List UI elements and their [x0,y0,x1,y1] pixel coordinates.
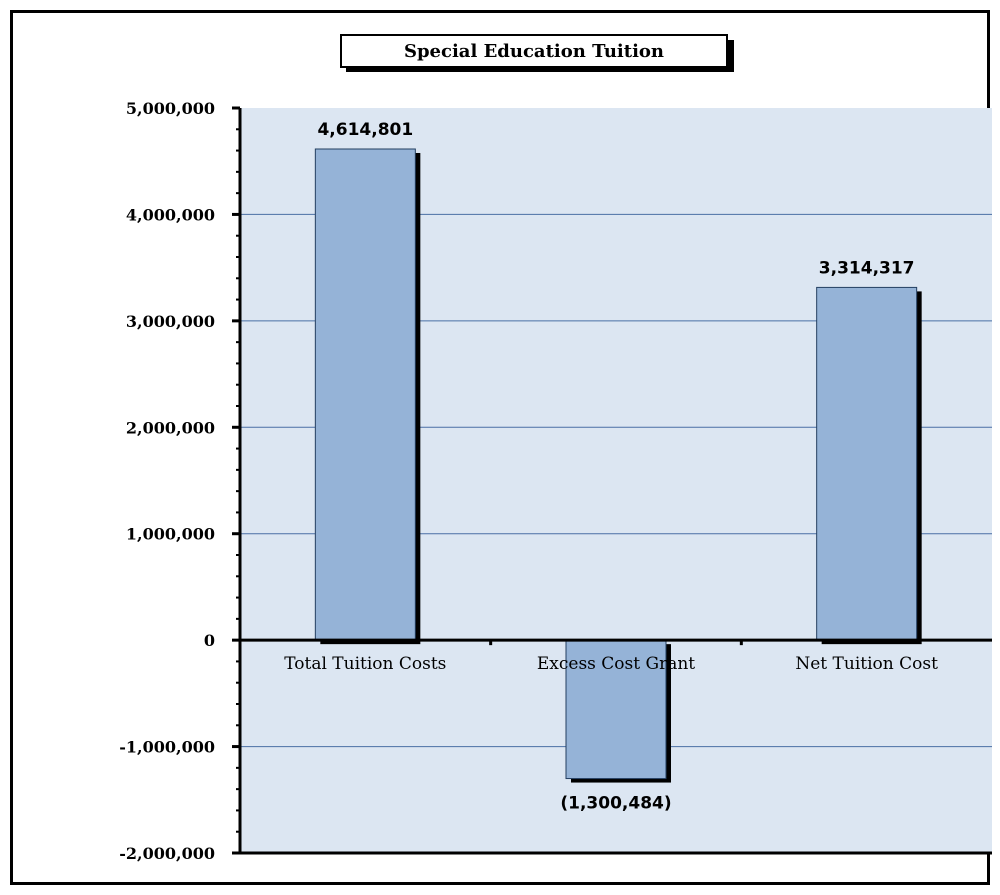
bar [565,639,667,780]
bars [314,148,922,783]
y-tick-label: 2,000,000 [126,418,215,437]
labels: 4,614,801 Total Tuition Costs (1,300,484) E… [119,99,938,863]
data-label: 4,614,801 [317,120,413,140]
y-tick-label: 4,000,000 [126,205,215,224]
category-label: Net Tuition Cost [795,654,938,674]
y-tick-label: 0 [204,631,215,650]
bar [314,148,416,641]
bar [816,286,918,641]
y-tick-label: 3,000,000 [126,312,215,331]
axes [232,106,992,855]
y-tick-label: 1,000,000 [126,525,215,544]
title-box [340,34,728,68]
title-text: Special Education Tuition [404,41,664,62]
data-label: 3,314,317 [819,258,915,278]
category-label: Excess Cost Grant [537,654,695,674]
chart-title: Special Education Tuition [340,34,734,72]
y-tick-label: -1,000,000 [119,738,215,757]
y-tick-label: 5,000,000 [126,99,215,118]
data-label: (1,300,484) [560,794,671,814]
category-label: Total Tuition Costs [284,654,446,674]
y-tick-label: -2,000,000 [119,844,215,863]
